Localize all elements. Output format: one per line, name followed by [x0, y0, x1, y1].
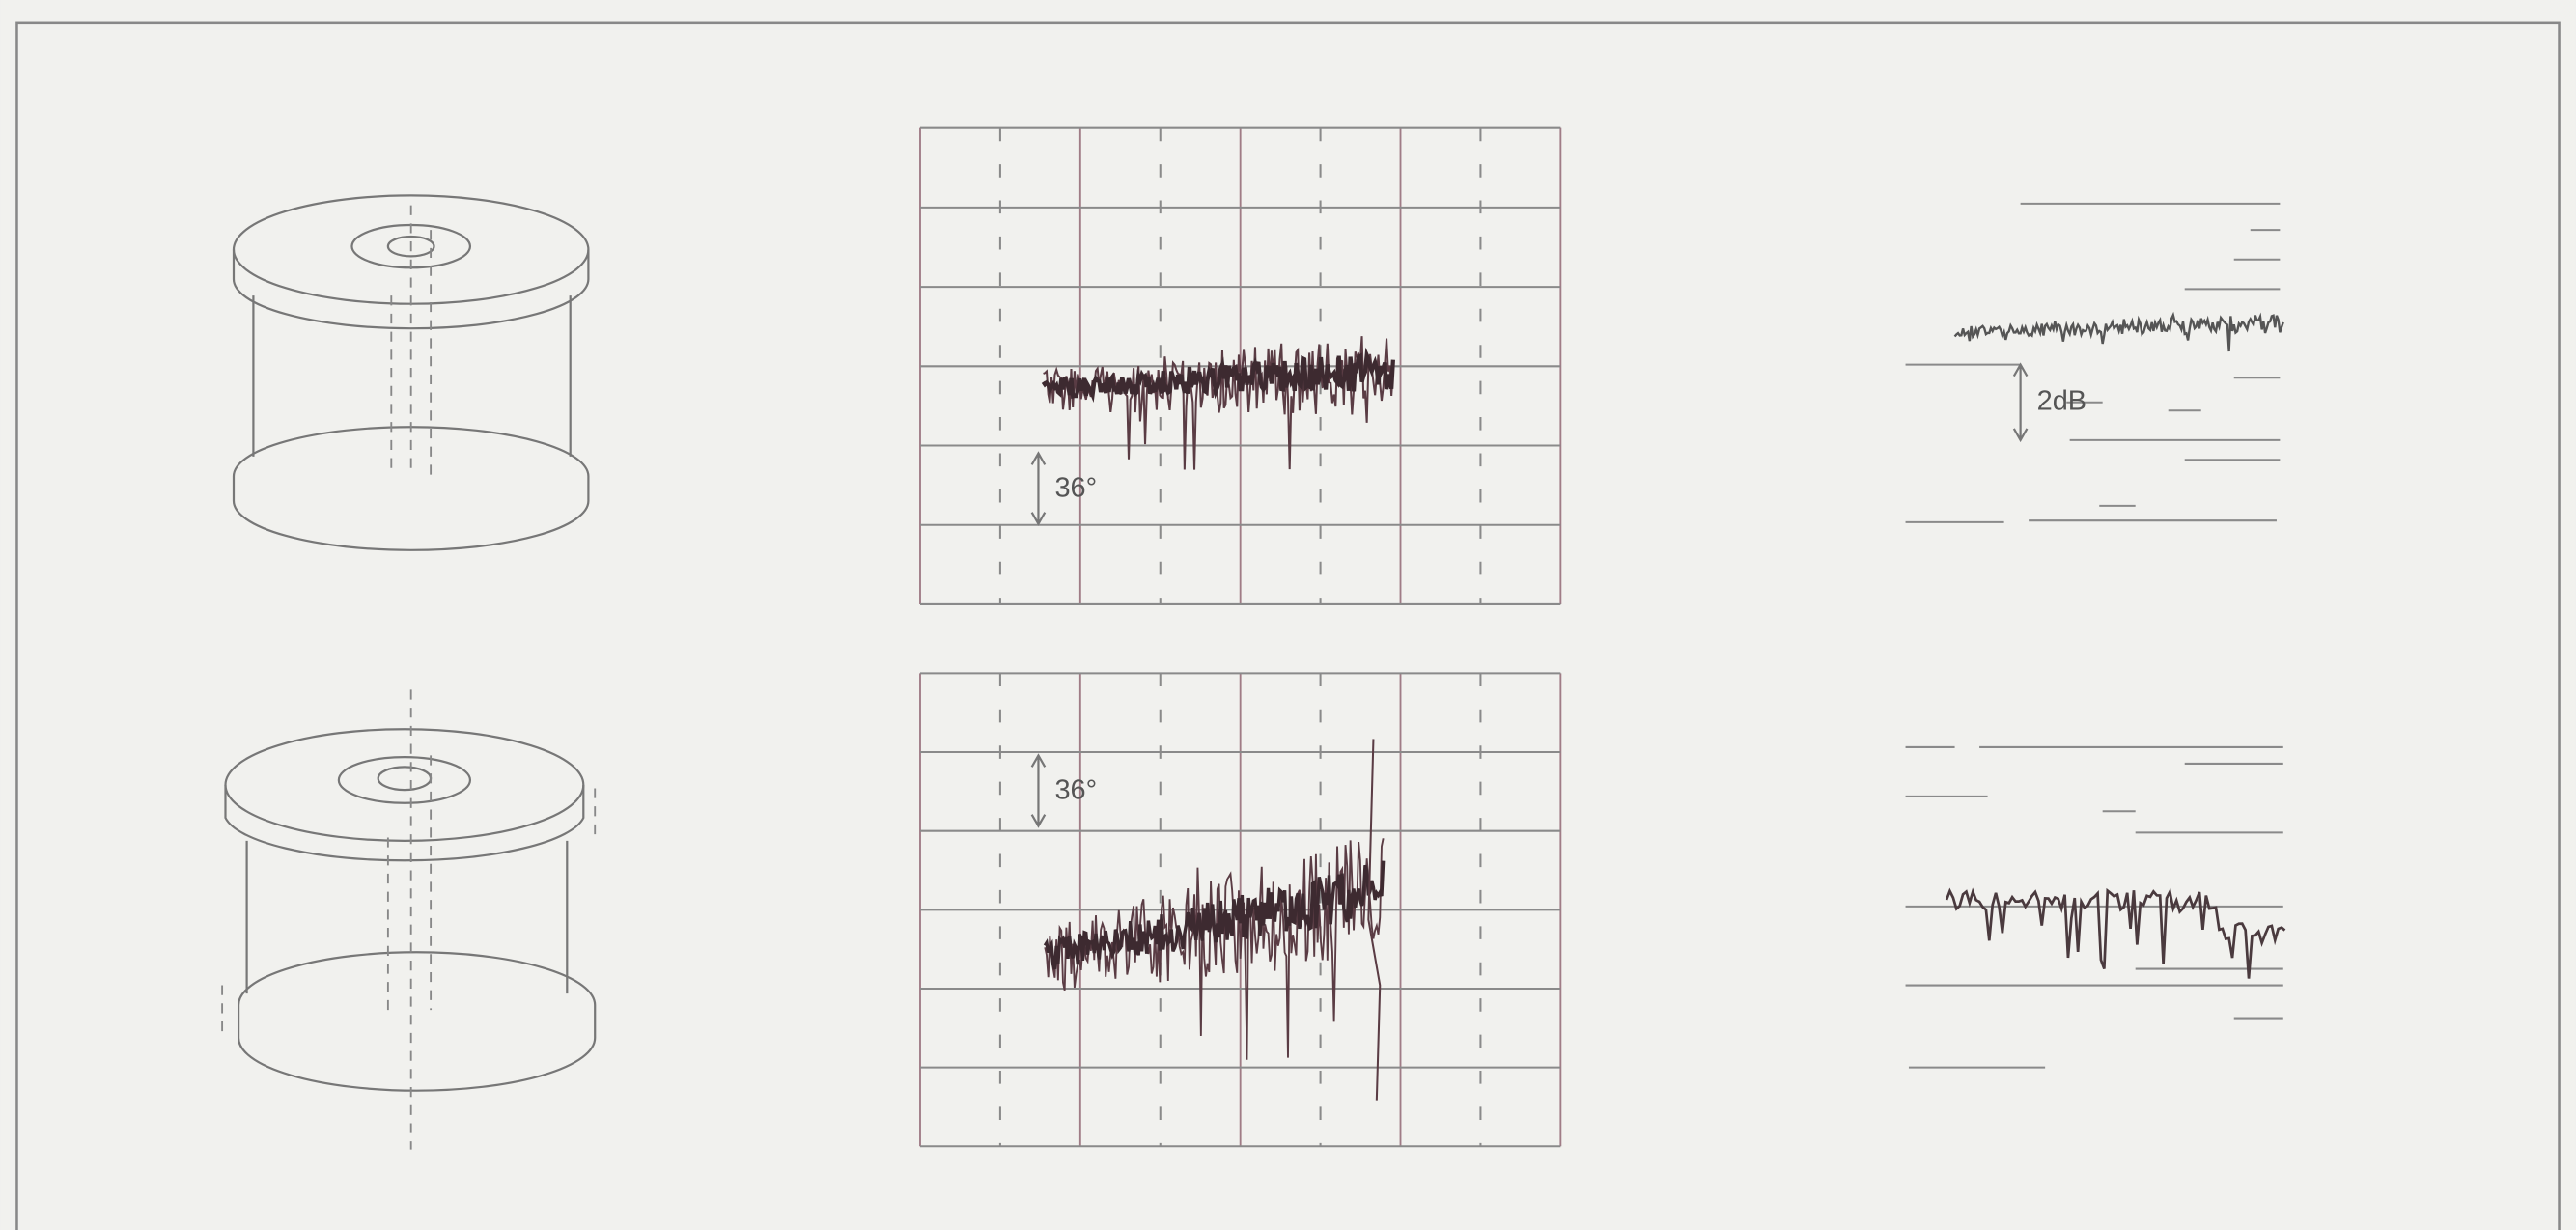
trace [1953, 311, 2284, 352]
upper-cylinder [232, 194, 590, 551]
trace [1043, 336, 1394, 470]
scale-arrow [1030, 753, 1047, 828]
charts [919, 126, 2286, 1148]
trace [1367, 739, 1382, 1101]
trace [1043, 860, 1386, 970]
trace [1945, 887, 2286, 979]
phase-label: 36° [1054, 774, 1097, 805]
scale-arrow [2012, 362, 2029, 443]
trace [1041, 347, 1395, 404]
phase-label: 36° [1054, 473, 1097, 504]
amplitude-label: 2dB [2037, 385, 2086, 416]
frame [15, 21, 2561, 1230]
scale-arrow [1030, 451, 1047, 526]
lower-cylinder [221, 689, 597, 1150]
